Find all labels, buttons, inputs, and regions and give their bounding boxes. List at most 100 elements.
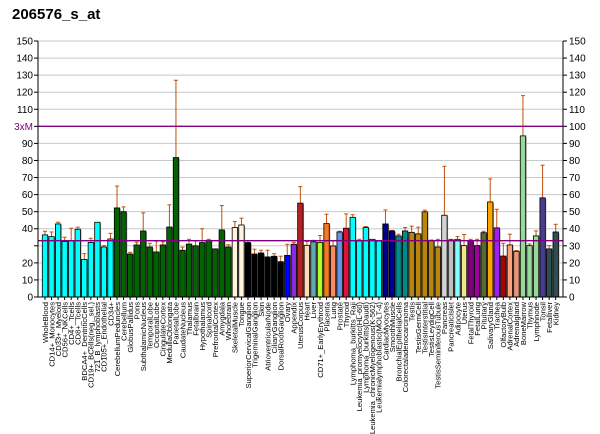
x-tick-label: UterusCorpus [296,302,305,349]
bar [153,251,160,298]
x-tick-label: Lymphoma_burkitts_Raji [349,302,358,386]
bar [513,250,520,298]
x-tick-label: CiliaryGanglion [270,302,279,354]
bar [447,239,455,298]
left-tick-label: 20 [22,258,34,269]
left-tick-label: 80 [22,156,34,167]
bar [454,238,461,298]
right-tick-label: 70 [569,173,581,184]
bar [382,223,389,298]
bar [303,244,310,298]
bar [316,241,324,298]
bar [369,238,376,298]
x-tick-label: WholeBlood [41,302,50,343]
bar [395,235,402,298]
bar [74,228,81,298]
bar [199,242,206,298]
x-tick-label: Leukemialymphoblastic(MOLT-4) [375,302,384,413]
x-tick-label: Cerebellum [119,302,128,341]
x-tick-label: Lung [329,302,338,319]
left-tick-label: 70 [22,173,34,184]
x-tick-label: Prostate [335,302,344,330]
bar [127,253,134,298]
left-tick-label: 120 [16,88,33,99]
x-tick-label: MedullaOblongata [165,301,174,363]
x-tick-label: Pancreas [440,302,449,334]
right-tick-label: 40 [569,224,581,235]
bar [532,235,540,298]
x-tick-label: PrefrontalCortex [211,302,220,357]
bar [474,245,481,298]
right-tick-label: 60 [569,190,581,201]
x-tick-label: SmoothMuscle [388,302,397,352]
x-tick-label: BoneMarrow [519,301,528,345]
bar [480,232,487,298]
left-tick-label: 0 [27,293,33,304]
bar [552,231,559,298]
bar [192,245,199,298]
bar [375,240,383,298]
right-tick-label: 120 [569,88,586,99]
x-tick-label: PancreaticIslet [447,301,456,352]
x-tick-label: CD33+_Myeloid [54,302,63,356]
x-tick-label: TestisGermCell [414,302,423,354]
x-tick-label: Uterus [460,302,469,325]
x-tick-label: Trachea [493,301,502,329]
x-tick-label: Ovary [283,302,292,322]
left-tick-label: 40 [22,224,34,235]
right-tick-label: 150 [569,37,586,48]
x-tick-label: FetalLung [473,302,482,336]
x-tick-label: Leukemia_chronicMyelogenous(K-562) [368,302,377,434]
bar [519,135,527,298]
bar [166,226,173,298]
bar [329,245,337,298]
x-tick-label: FetalThyroid [466,302,475,344]
x-tick-label: Liver [309,302,318,319]
bar [159,244,166,298]
x-tick-label: Skin [257,302,266,317]
x-tick-label: TestisSeminiferousTubule [434,302,443,389]
bar [349,216,356,298]
right-tick-label: 10 [569,275,581,286]
bar [244,242,252,298]
x-tick-label: SkeletalMuscle [231,302,240,353]
x-tick-label: SalivaryGland [486,302,495,349]
bar [460,245,468,298]
bar [271,255,278,298]
x-tick-label: Tongue [237,302,246,327]
x-tick-label: CingulateCortex [159,302,168,357]
x-tick-label: BronchialEpithelialCells [394,302,403,382]
x-tick-label: CaudateNucleus [178,302,187,358]
bar [434,246,441,298]
right-tick-label: 50 [569,207,581,218]
x-tick-label: Lymphoma_burkitts(Daudi) [362,302,371,393]
x-tick-label: TemporalLobe [146,302,155,350]
bar [441,214,448,298]
x-tick-label: TestisLeydigCell [427,302,436,357]
bar [428,240,435,298]
bar [68,240,75,298]
bar [277,261,284,298]
x-tick-label: CD4+_Tcells [67,302,76,345]
left-tick-label: 110 [17,105,33,116]
x-tick-label: AtrioventricularNode [263,302,272,371]
x-tick-label: SubthalamicNucleus [139,302,148,371]
x-tick-label: CD14+_Monocytes [47,302,56,367]
x-tick-label: BDCA4+_DentriticCells [80,302,89,381]
right-tick-label: 80 [569,156,581,167]
right-tick-label: 30 [569,241,581,252]
x-tick-label: Leukemia_promyelocytic(HL-60) [355,302,364,412]
bar [493,227,500,298]
x-tick-label: AdrenalCortex [506,302,515,351]
bar [120,211,127,298]
bar [81,259,88,298]
right-tick-label: 0 [569,293,575,304]
bar [94,221,101,298]
bar [61,241,68,298]
x-tick-label: CD71+_EarlyErythroid [316,302,325,378]
x-tick-label: Colorectaladenocarcinoma [401,301,410,392]
bar [113,207,121,298]
x-tick-label: Heart [303,301,312,320]
chart-title: 206576_s_at [12,6,101,23]
bar [264,256,271,298]
